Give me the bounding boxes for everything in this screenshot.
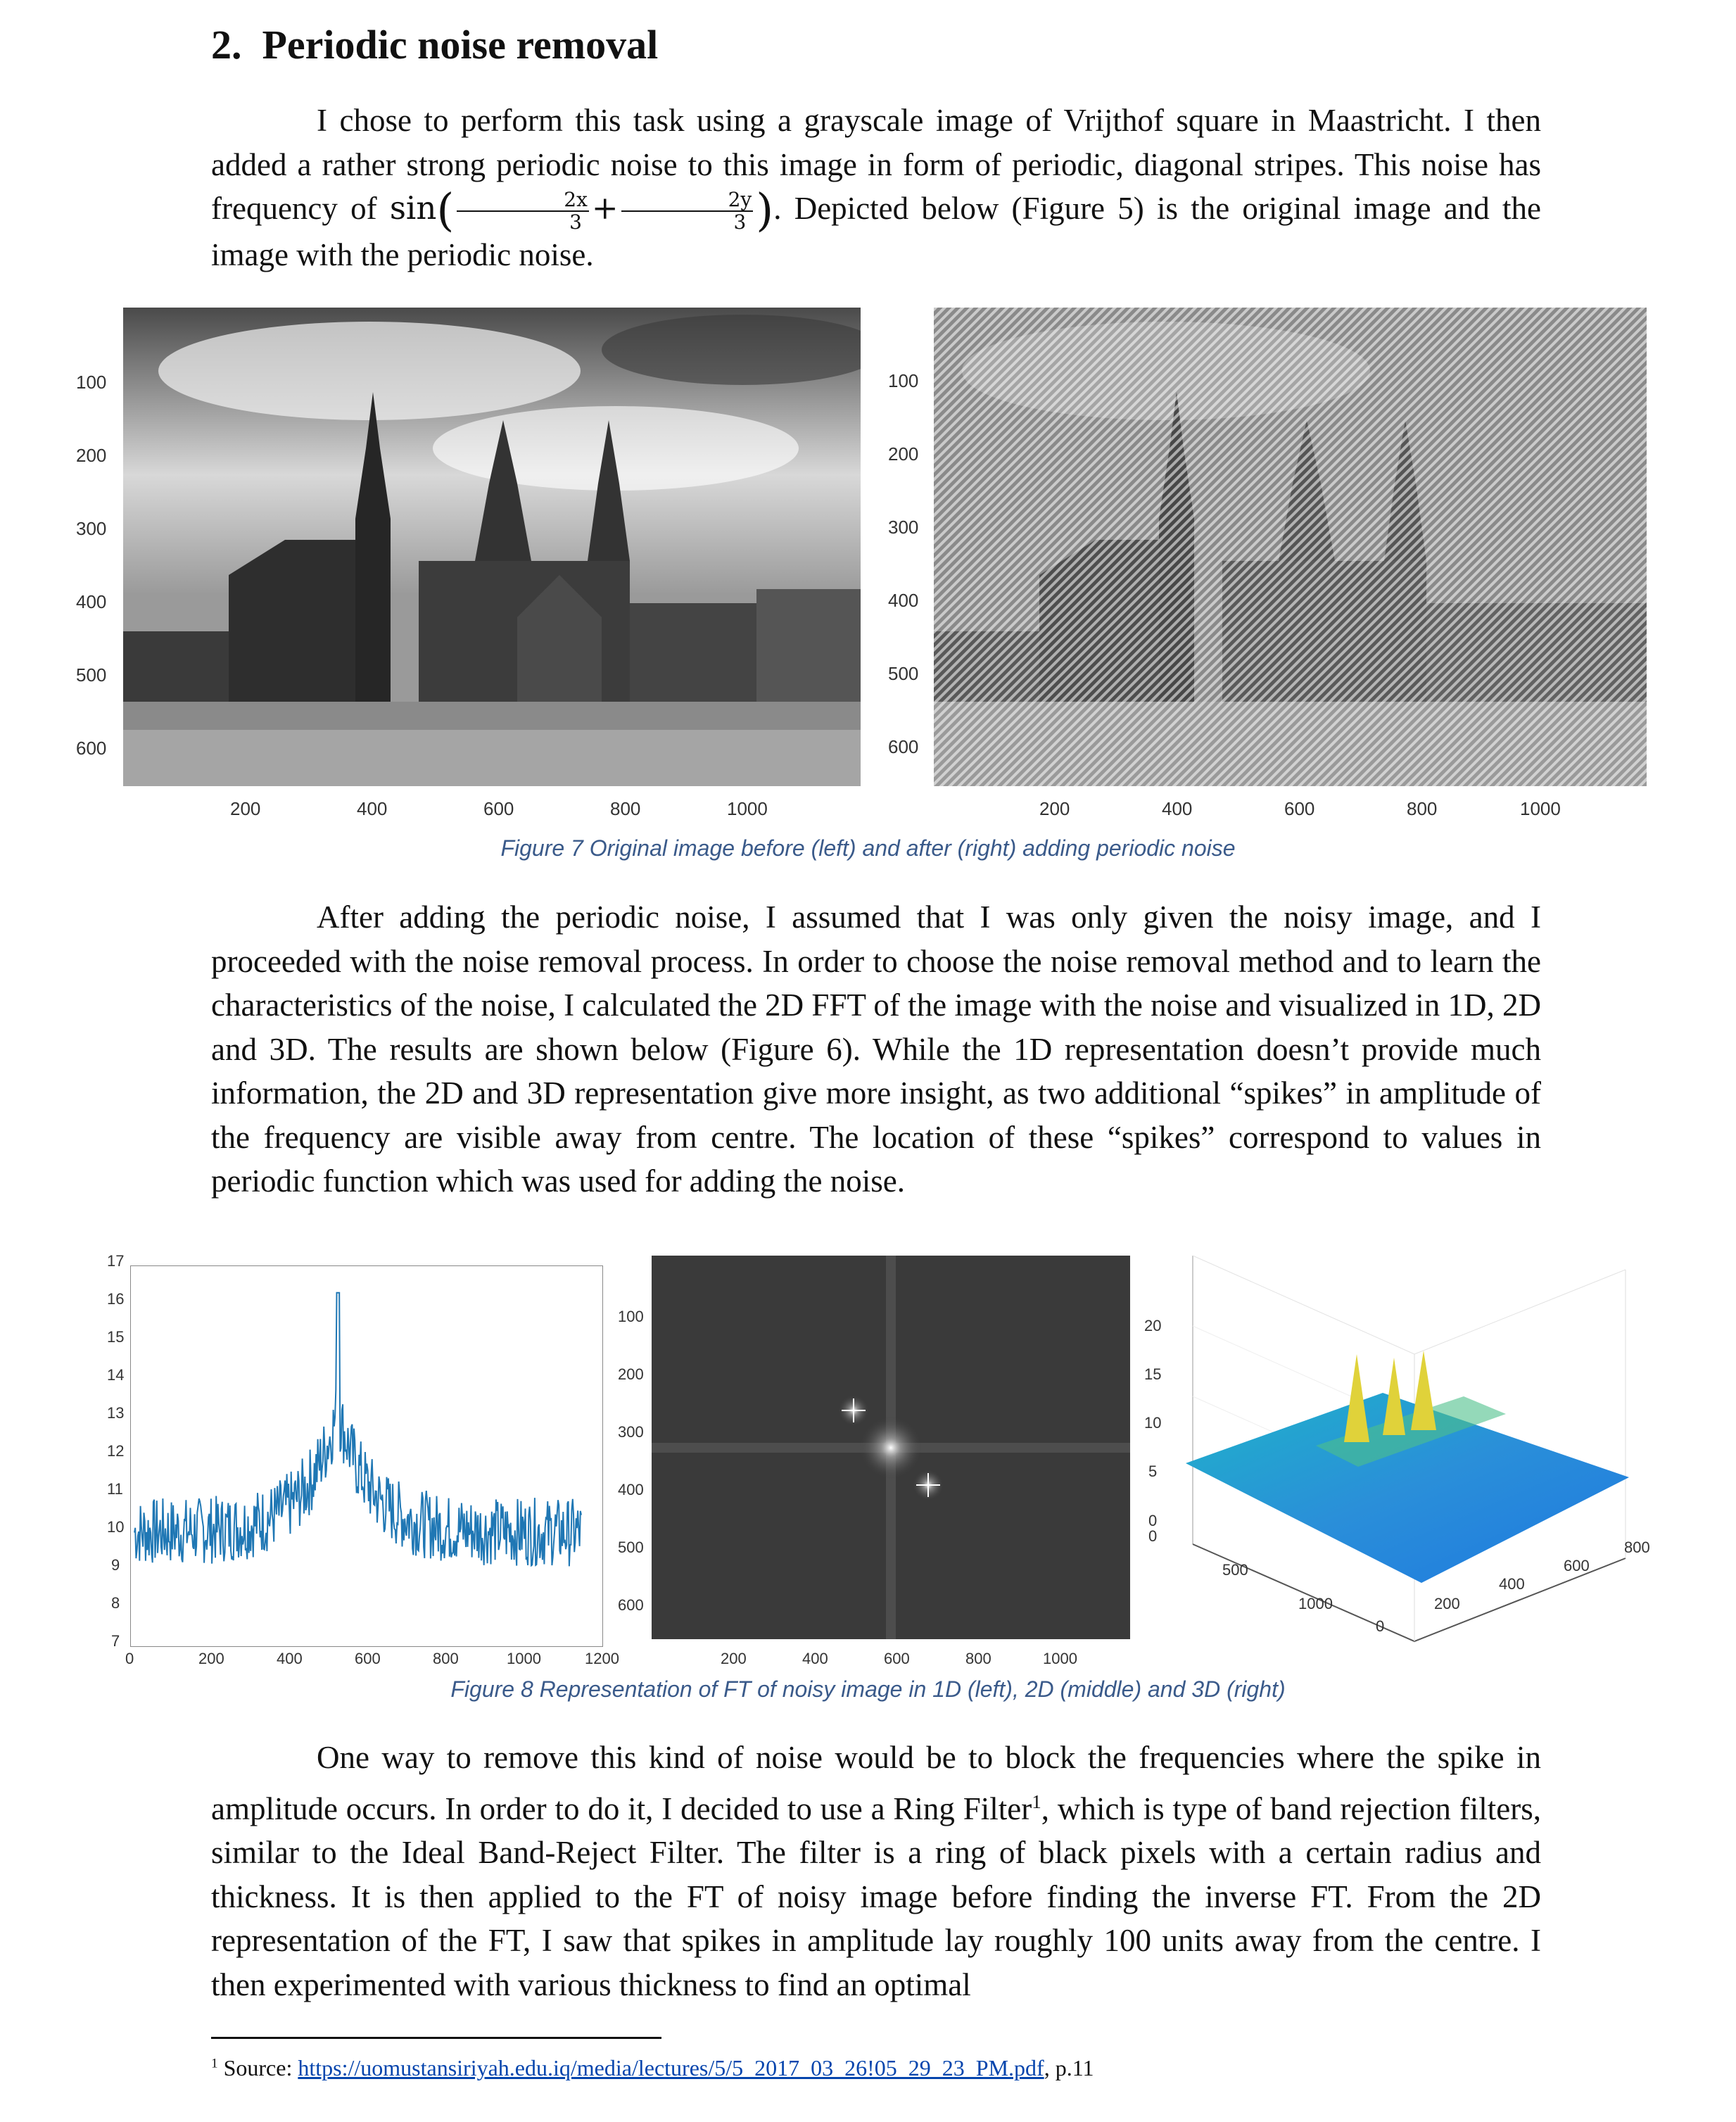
fft2d-ytick: 100 (618, 1308, 644, 1325)
paragraph-intro-text-b: . Depicted below (Figure 5) is the origi… (211, 191, 1541, 272)
fft3d-xtick: 0 (1148, 1527, 1158, 1545)
noisy-image (934, 308, 1647, 786)
footnote-label: Source: (223, 2055, 298, 2080)
fft1d-xtick: 1200 (585, 1650, 619, 1667)
fig7-right-xtick: 1000 (1520, 798, 1561, 819)
fft-1d-plot (130, 1265, 603, 1647)
fft1d-ytick: 12 (107, 1442, 125, 1460)
fig7-right-xtick: 600 (1284, 798, 1315, 819)
fft-3d-surface (1133, 1256, 1668, 1650)
fft2d-xtick: 1000 (1043, 1650, 1077, 1667)
fig7-right-ytick: 300 (888, 517, 919, 538)
fig7-left-xtick: 200 (230, 798, 261, 819)
original-image (123, 308, 861, 786)
footnote: 1 Source: https://uomustansiriyah.edu.iq… (211, 2055, 1094, 2081)
fig7-left-xtick: 600 (483, 798, 514, 819)
fft3d-ztick: 20 (1144, 1317, 1162, 1334)
fft2d-xtick: 600 (884, 1650, 910, 1667)
paragraph-analysis: After adding the periodic noise, I assum… (211, 895, 1541, 1204)
figure8-caption: Figure 8 Representation of FT of noisy i… (450, 1676, 1286, 1702)
fft1d-ytick: 11 (107, 1480, 123, 1498)
fft1d-ytick: 8 (111, 1594, 120, 1612)
fft1d-ytick: 14 (107, 1366, 125, 1384)
fft1d-xtick: 1000 (507, 1650, 541, 1667)
fig7-right-ytick: 500 (888, 663, 919, 684)
fig7-left-xtick: 800 (610, 798, 641, 819)
fig7-right-xtick: 400 (1162, 798, 1193, 819)
fig7-right-xtick: 800 (1407, 798, 1438, 819)
footnote-suffix: , p.11 (1044, 2055, 1094, 2080)
fft3d-ztick: 10 (1144, 1414, 1162, 1432)
fig7-left-xtick: 1000 (727, 798, 768, 819)
figure7-caption: Figure 7 Original image before (left) an… (500, 835, 1236, 861)
fig7-right-xtick: 200 (1039, 798, 1070, 819)
fft1d-xtick: 400 (277, 1650, 303, 1667)
paragraph-method: One way to remove this kind of noise wou… (211, 1736, 1541, 2007)
fig7-left-ytick: 500 (76, 664, 107, 686)
fig7-right-ytick: 200 (888, 443, 919, 465)
fft1d-xtick: 600 (355, 1650, 381, 1667)
fft3d-ytick: 0 (1376, 1617, 1385, 1635)
footnote-ref[interactable]: 1 (1032, 1791, 1041, 1812)
fft3d-ztick: 0 (1148, 1512, 1158, 1529)
fig7-left-ytick: 400 (76, 591, 107, 612)
frequency-formula: sin(2x 3 +2y 3) (389, 184, 774, 237)
fft2d-ytick: 500 (618, 1539, 644, 1556)
fft3d-ztick: 15 (1144, 1365, 1162, 1383)
fft1d-ytick: 16 (107, 1290, 125, 1308)
fft3d-xtick: 1000 (1298, 1595, 1333, 1612)
fig7-left-xtick: 400 (357, 798, 388, 819)
fig7-right-ytick: 400 (888, 590, 919, 611)
section-number: 2. (211, 22, 242, 68)
fft1d-xtick: 200 (198, 1650, 224, 1667)
footnote-link[interactable]: https://uomustansiriyah.edu.iq/media/lec… (298, 2055, 1044, 2080)
fig7-right-ytick: 600 (888, 736, 919, 757)
fft1d-ytick: 9 (111, 1556, 120, 1574)
fft1d-xtick: 0 (125, 1650, 134, 1667)
fft3d-ytick: 600 (1564, 1557, 1590, 1574)
paragraph-analysis-text: After adding the periodic noise, I assum… (211, 899, 1541, 1199)
fft2d-xtick: 400 (802, 1650, 828, 1667)
fft2d-xtick: 800 (965, 1650, 991, 1667)
fft3d-ytick: 200 (1434, 1595, 1460, 1612)
fig7-left-ytick: 200 (76, 445, 107, 466)
section-title: Periodic noise removal (262, 22, 659, 68)
fft2d-xtick: 200 (721, 1650, 747, 1667)
fft2d-ytick: 300 (618, 1423, 644, 1441)
footnote-divider (211, 2037, 661, 2039)
fft-1d-series (134, 1291, 582, 1567)
fft1d-ytick: 10 (107, 1518, 125, 1536)
paragraph-intro-text-a: I chose to perform this task using a gra… (211, 103, 1541, 226)
paragraph-method-text-b: , which is type of band rejection filter… (211, 1791, 1541, 2002)
fft1d-ytick: 7 (111, 1632, 120, 1650)
fig7-left-ytick: 300 (76, 518, 107, 539)
fft-2d-spectrum (652, 1256, 1130, 1639)
fft1d-ytick: 15 (107, 1328, 125, 1346)
fig7-left-ytick: 600 (76, 738, 107, 759)
fft3d-ytick: 800 (1624, 1539, 1650, 1556)
footnote-marker: 1 (211, 2056, 218, 2071)
paragraph-intro: I chose to perform this task using a gra… (211, 99, 1541, 277)
fft2d-ytick: 400 (618, 1481, 644, 1498)
fig7-right-ytick: 100 (888, 370, 919, 391)
fft1d-ytick: 17 (107, 1252, 125, 1270)
fft1d-ytick: 13 (107, 1404, 125, 1422)
paragraph-method-text-a: One way to remove this kind of noise wou… (211, 1740, 1541, 1826)
fft2d-ytick: 200 (618, 1365, 644, 1383)
fft3d-ztick: 5 (1148, 1463, 1158, 1480)
fft3d-ytick: 400 (1499, 1575, 1525, 1593)
fig7-left-ytick: 100 (76, 372, 107, 393)
fft1d-xtick: 800 (433, 1650, 459, 1667)
fft3d-xtick: 500 (1222, 1561, 1248, 1579)
fft2d-ytick: 600 (618, 1596, 644, 1614)
section-heading: 2. Periodic noise removal (211, 21, 658, 68)
